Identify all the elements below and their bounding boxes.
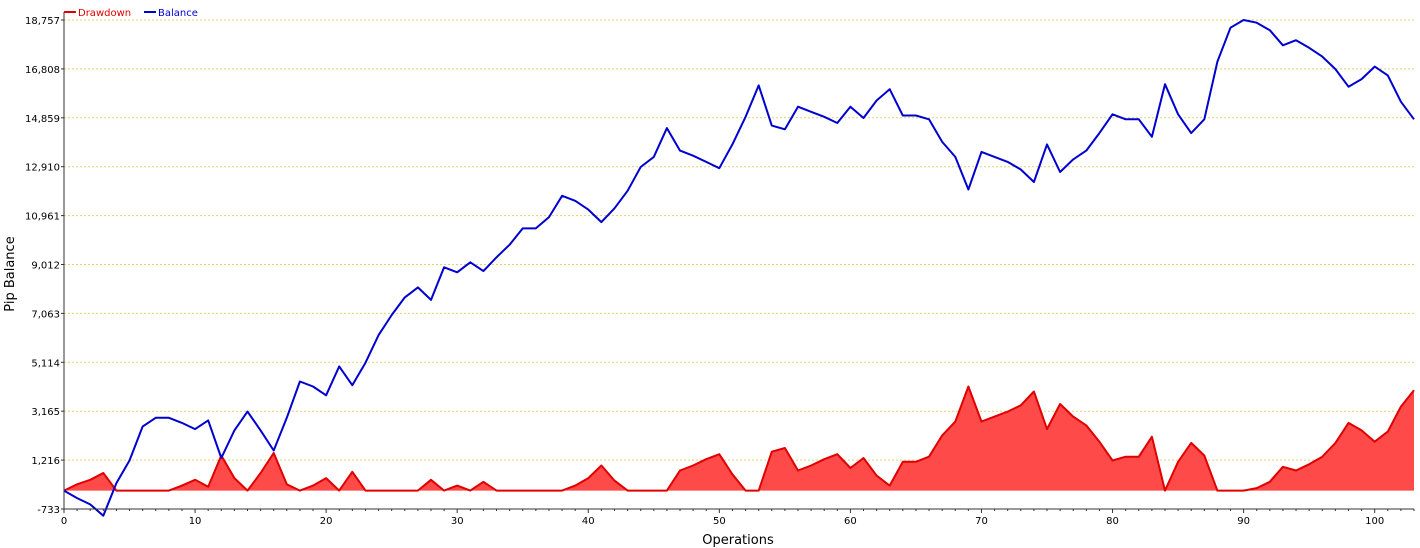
drawdown-series <box>63 385 1415 492</box>
x-tick-labels: 0 10 20 30 40 50 60 70 80 90 100 <box>61 516 1384 527</box>
x-axis-title: Operations <box>702 533 774 548</box>
y-tick-label: 5,114 <box>31 358 60 369</box>
x-tick-label: 60 <box>844 516 857 527</box>
y-tick-label: 14,859 <box>25 114 60 125</box>
drawdown-line <box>63 385 1415 492</box>
y-tick-label: -733 <box>37 505 60 516</box>
axes <box>61 12 1415 513</box>
y-tick-label: 10,961 <box>25 212 60 223</box>
x-tick-label: 20 <box>320 516 333 527</box>
x-tick-label: 70 <box>975 516 988 527</box>
legend-label-drawdown: Drawdown <box>78 8 131 19</box>
x-tick-label: 80 <box>1106 516 1119 527</box>
y-tick-label: 18,757 <box>25 16 60 27</box>
y-tick-labels: -733 1,216 3,165 5,114 7,063 9,012 10,961 12,91… <box>25 16 60 516</box>
gridlines <box>64 19 1414 461</box>
x-tick-label: 100 <box>1365 516 1384 527</box>
x-tick-label: 30 <box>451 516 464 527</box>
y-tick-label: 1,216 <box>31 456 60 467</box>
x-tick-label: 90 <box>1237 516 1250 527</box>
balance-line <box>63 19 1415 517</box>
y-tick-label: 7,063 <box>31 309 60 320</box>
x-tick-label: 40 <box>582 516 595 527</box>
y-axis-title: Pip Balance <box>3 236 18 311</box>
y-tick-label: 12,910 <box>25 163 60 174</box>
legend: Drawdown Balance <box>64 8 198 19</box>
x-tick-label: 50 <box>713 516 726 527</box>
drawdown-area <box>64 386 1414 491</box>
x-tick-label: 0 <box>61 516 67 527</box>
y-tick-label: 3,165 <box>31 407 60 418</box>
balance-series <box>63 19 1415 517</box>
y-tick-label: 9,012 <box>31 261 60 272</box>
x-tick-label: 10 <box>189 516 202 527</box>
y-tick-label: 16,808 <box>25 65 60 76</box>
legend-label-balance: Balance <box>158 8 198 19</box>
